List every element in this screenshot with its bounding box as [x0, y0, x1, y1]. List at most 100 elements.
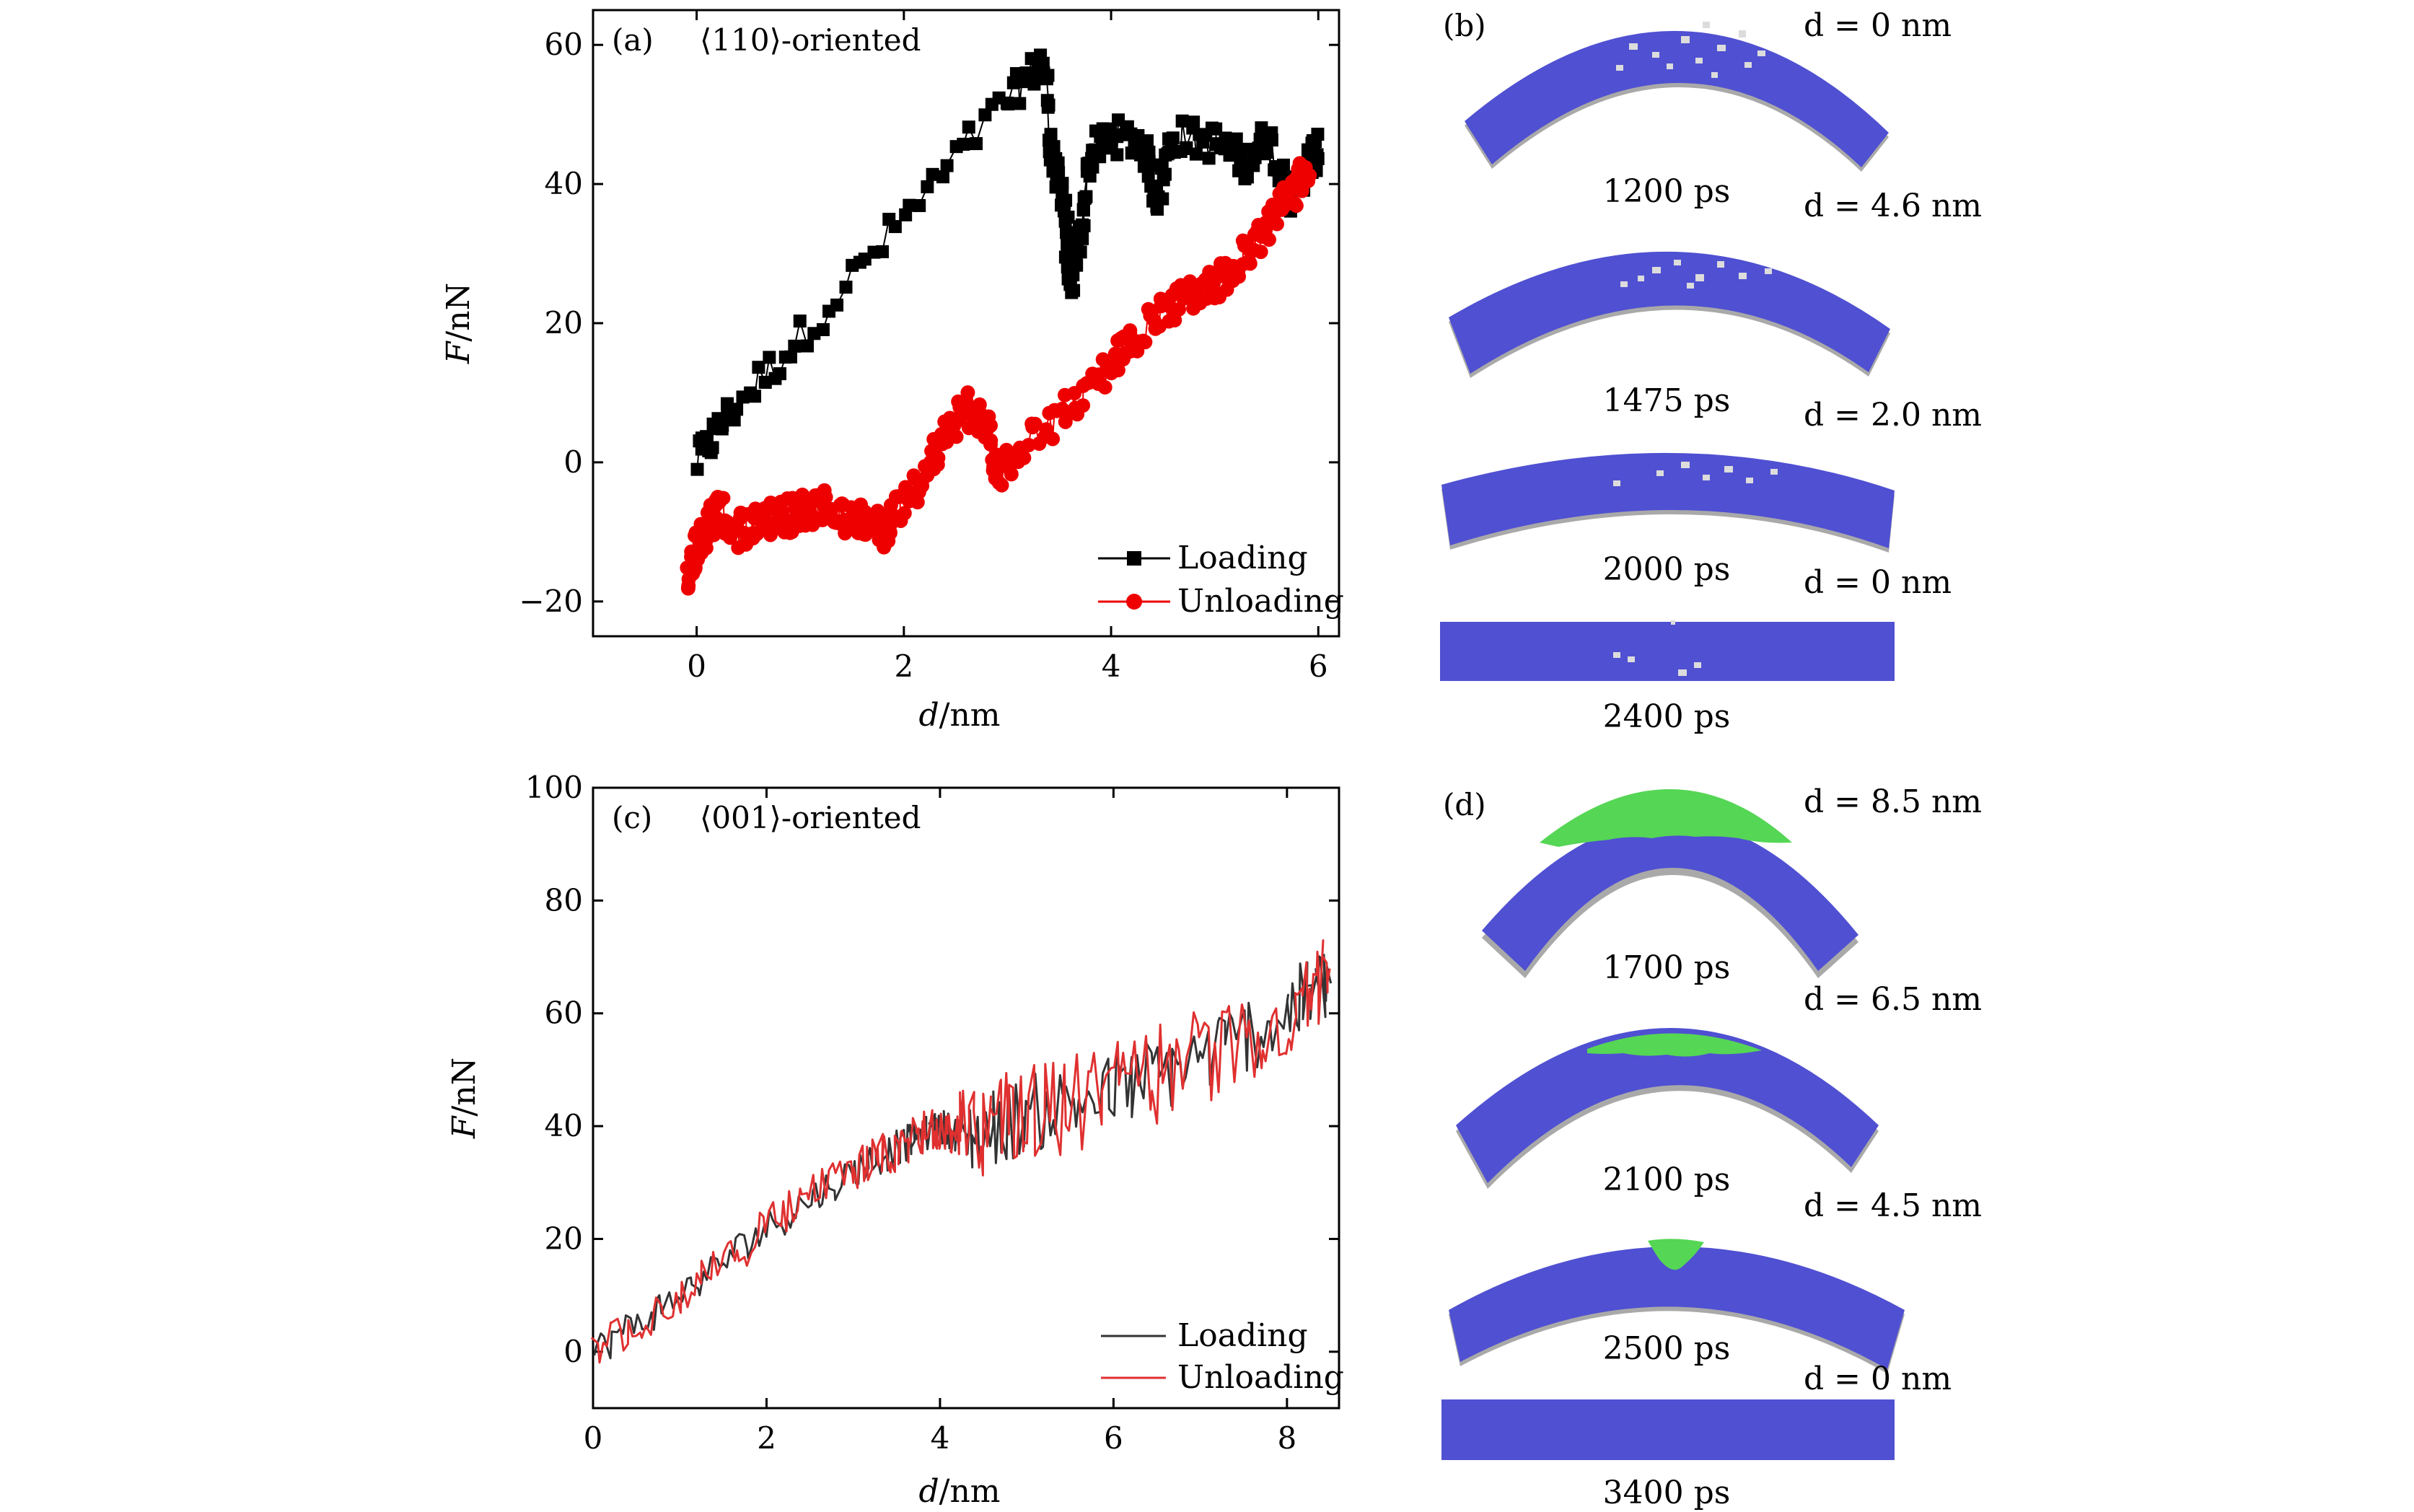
data-point-unloading-a [1107, 346, 1123, 361]
y-tick-label-a: 20 [545, 305, 583, 340]
data-point-loading-a [1310, 148, 1324, 162]
md-snapshot-b1: d = 0 nm 1200 ps [1465, 7, 1952, 210]
x-tick-label-a: 4 [1102, 649, 1121, 684]
data-point-loading-a [1076, 218, 1089, 232]
data-point-unloading-a [961, 421, 976, 436]
data-point-unloading-a [907, 471, 922, 486]
data-point-loading-a [1055, 177, 1069, 190]
data-point-unloading-a [1291, 162, 1306, 177]
x-tick-label-a: 6 [1309, 649, 1328, 684]
md-snapshot-d2: d = 6.5 nm 2100 ps [1456, 981, 1982, 1198]
data-point-loading-a [957, 137, 970, 151]
panel-label-a: (a) [612, 22, 654, 58]
y-axis-label-a: F/nN [440, 283, 477, 364]
snapshot-time-b3: 2000 ps [1603, 551, 1731, 588]
data-point-loading-a [1079, 190, 1093, 203]
data-point-unloading-a [1235, 233, 1250, 248]
data-point-loading-a [830, 298, 844, 312]
data-point-loading-a [788, 339, 802, 353]
data-point-unloading-a [1057, 387, 1072, 403]
legend-label-unloading-a: Unloading [1177, 583, 1344, 620]
data-point-loading-a [700, 430, 714, 444]
data-point-loading-a [1255, 121, 1268, 135]
data-point-loading-a [839, 281, 853, 294]
snapshot-d-label-b4: d = 0 nm [1804, 564, 1952, 601]
snapshot-panel-d: (d) d = 8.5 nm 1700 ps d = 6.5 nm 2100 p… [1441, 783, 1982, 1511]
data-point-loading-a [1044, 128, 1058, 141]
data-point-loading-a [1040, 72, 1053, 86]
snapshot-time-d2: 2100 ps [1603, 1161, 1731, 1198]
data-point-unloading-a [1110, 333, 1125, 348]
data-point-loading-a [1074, 245, 1087, 259]
data-point-loading-a [727, 413, 741, 427]
data-point-loading-a [1219, 131, 1232, 145]
data-point-loading-a [1156, 173, 1170, 187]
md-snapshot-d3: d = 4.5 nm 2500 ps [1449, 1187, 1982, 1373]
data-point-loading-a [1234, 154, 1247, 168]
x-tick-label-c: 2 [757, 1420, 776, 1456]
y-tick-label-c: 80 [545, 882, 583, 918]
y-tick-label-c: 20 [545, 1221, 583, 1256]
md-snapshot-b2: d = 4.6 nm 1475 ps [1449, 188, 1982, 419]
data-point-loading-a [926, 167, 939, 181]
data-point-loading-a [1067, 284, 1081, 297]
data-point-loading-a [763, 351, 776, 364]
legend-a: Loading Unloading [1098, 540, 1344, 620]
legend-marker-loading-a [1127, 551, 1141, 566]
series-line-unloading-c [590, 939, 1331, 1364]
data-point-loading-a [1175, 114, 1189, 128]
snapshot-time-d3: 2500 ps [1603, 1330, 1731, 1367]
data-point-loading-a [1180, 141, 1193, 154]
data-point-unloading-a [951, 394, 966, 409]
data-point-loading-a [1311, 128, 1325, 141]
data-point-loading-a [1076, 232, 1089, 245]
snapshot-d-label-d1: d = 8.5 nm [1804, 783, 1982, 820]
x-tick-label-c: 4 [931, 1420, 950, 1456]
y-tick-label-c: 60 [545, 995, 583, 1031]
panel-label-d: (d) [1443, 787, 1486, 822]
y-tick-label-a: −20 [519, 584, 583, 619]
data-point-loading-a [1061, 211, 1075, 224]
data-point-loading-a [1047, 140, 1061, 154]
data-point-loading-a [1240, 170, 1254, 184]
data-point-unloading-a [926, 431, 942, 447]
snapshot-panel-b: (b) d = 0 nm 1200 ps [1440, 7, 1982, 735]
x-axis-label-a: d/nm [918, 697, 1000, 734]
data-point-unloading-a [684, 549, 699, 564]
data-point-loading-a [970, 137, 983, 151]
data-point-loading-a [816, 322, 830, 336]
data-point-loading-a [1141, 170, 1155, 183]
snapshot-d-label-b2: d = 4.6 nm [1804, 188, 1982, 224]
plot-frame-c [592, 786, 1340, 1410]
x-tick-label-c: 0 [584, 1420, 603, 1456]
data-point-unloading-a [937, 414, 952, 429]
data-point-loading-a [748, 390, 762, 403]
chart-panel-a: 0 2 4 6 −20 0 20 40 60 (a) ⟨110⟩-oriented d/nm F… [440, 9, 1344, 734]
data-point-loading-a [940, 159, 954, 172]
data-point-loading-a [752, 361, 765, 374]
data-point-unloading-a [680, 561, 695, 576]
x-tick-label-c: 8 [1277, 1420, 1296, 1456]
data-point-loading-a [1276, 158, 1290, 172]
data-point-loading-a [936, 170, 949, 184]
data-point-loading-a [1076, 203, 1090, 216]
snapshot-time-d1: 1700 ps [1603, 949, 1731, 986]
data-point-unloading-a [1042, 405, 1057, 421]
data-point-loading-a [1229, 132, 1243, 146]
data-point-loading-a [1187, 115, 1201, 129]
data-point-unloading-a [1249, 224, 1264, 239]
md-snapshot-d4: d = 0 nm 3400 ps [1441, 1361, 1952, 1511]
data-point-loading-a [793, 315, 807, 328]
data-point-unloading-a [680, 581, 695, 596]
data-point-loading-a [773, 367, 787, 381]
data-point-unloading-a [1032, 436, 1047, 452]
snapshot-time-b2: 1475 ps [1603, 382, 1731, 419]
legend-label-loading-a: Loading [1177, 540, 1308, 576]
data-point-unloading-a [918, 459, 933, 474]
md-snapshot-b4: d = 0 nm 2400 ps [1440, 564, 1952, 735]
snapshot-d-label-b3: d = 2.0 nm [1804, 397, 1982, 434]
y-tick-label-c: 0 [563, 1334, 583, 1369]
snapshot-time-b4: 2400 ps [1603, 698, 1731, 735]
y-tick-label-a: 60 [545, 27, 583, 62]
